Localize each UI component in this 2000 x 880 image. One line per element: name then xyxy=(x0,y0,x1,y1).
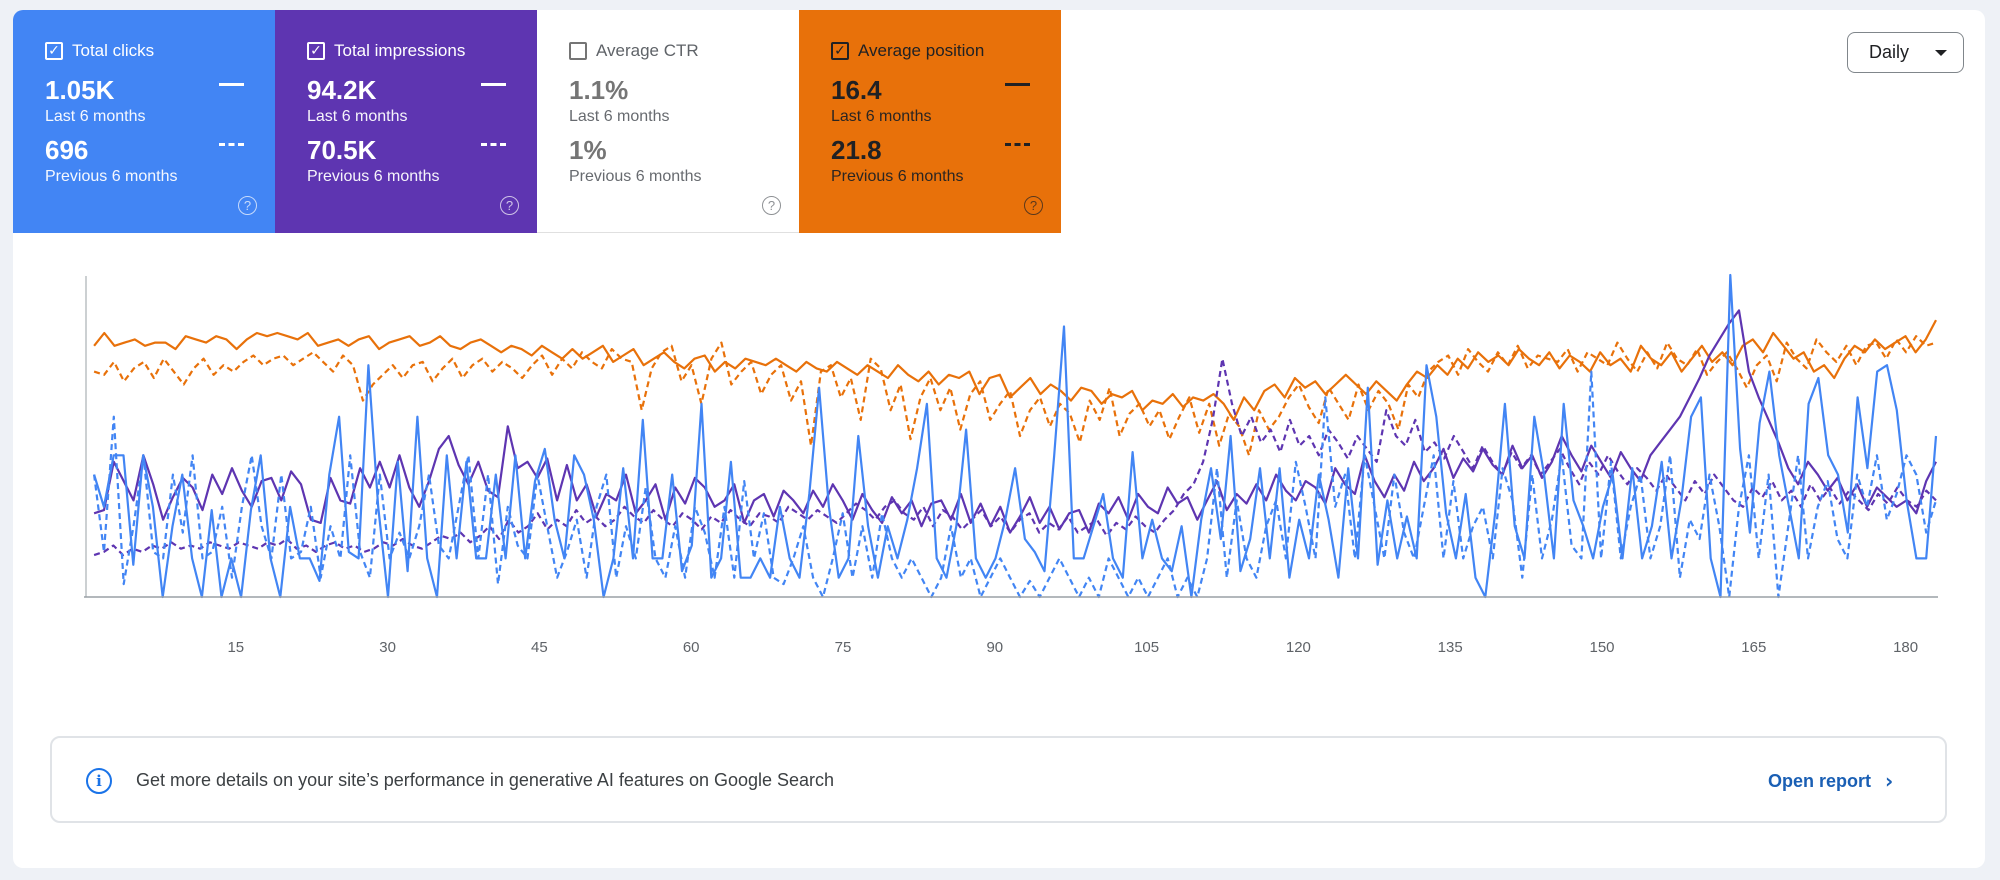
x-tick-label: 165 xyxy=(1741,639,1766,656)
dashed-line-legend-icon xyxy=(1005,143,1030,146)
metric-label: Average position xyxy=(858,41,985,60)
x-tick-label: 120 xyxy=(1286,639,1311,656)
metric-previous-label: Previous 6 months xyxy=(45,168,178,185)
chart-series-layer xyxy=(93,273,1938,599)
solid-line-legend-icon xyxy=(481,83,506,86)
chevron-right-icon: › xyxy=(1885,769,1894,793)
metric-current-label: Last 6 months xyxy=(45,108,146,125)
help-circle-icon[interactable]: ? xyxy=(238,196,257,215)
check-icon[interactable]: ✓ xyxy=(831,42,849,60)
x-tick-label: 75 xyxy=(835,639,852,656)
metric-tiles: ✓ Total clicks 1.05K Last 6 months 696 P… xyxy=(13,10,1061,233)
series-line-5 xyxy=(93,370,1938,599)
x-tick-label: 150 xyxy=(1589,639,1614,656)
metric-previous-label: Previous 6 months xyxy=(569,168,702,185)
series-line-1 xyxy=(93,335,1937,457)
metric-previous-value: 21.8 xyxy=(831,135,882,165)
checkbox-unchecked-icon[interactable] xyxy=(569,42,587,60)
check-icon[interactable]: ✓ xyxy=(307,42,325,60)
performance-chart: 15 30 45 60 75 90 105 120 135 150 165 180 xyxy=(84,273,1938,656)
metric-previous-value: 70.5K xyxy=(307,135,377,165)
x-tick-label: 105 xyxy=(1134,639,1159,656)
x-tick-label: 60 xyxy=(683,639,700,656)
x-tick-label: 45 xyxy=(531,639,548,656)
check-icon[interactable]: ✓ xyxy=(45,42,63,60)
metric-label: Average CTR xyxy=(596,41,699,60)
series-line-4 xyxy=(93,273,1938,599)
series-line-3 xyxy=(93,357,1937,557)
metric-previous-value: 696 xyxy=(45,135,89,165)
metric-average-position[interactable]: ✓ Average position 16.4 Last 6 months 21… xyxy=(799,10,1061,233)
metric-current-value: 1.1% xyxy=(569,75,629,105)
help-circle-icon[interactable]: ? xyxy=(500,196,519,215)
open-report-label: Open report xyxy=(1768,770,1872,791)
performance-card: ✓ Total clicks 1.05K Last 6 months 696 P… xyxy=(13,10,1985,868)
help-circle-icon[interactable]: ? xyxy=(762,196,781,215)
chart-axis-layer: 15 30 45 60 75 90 105 120 135 150 165 180 xyxy=(84,276,1938,656)
metric-total-impressions[interactable]: ✓ Total impressions 94.2K Last 6 months … xyxy=(275,10,537,233)
metric-label: Total clicks xyxy=(72,41,155,60)
metric-average-ctr[interactable]: Average CTR 1.1% Last 6 months 1% Previo… xyxy=(537,10,799,233)
open-report-link[interactable]: Open report › xyxy=(1768,769,1893,793)
metric-total-clicks[interactable]: ✓ Total clicks 1.05K Last 6 months 696 P… xyxy=(13,10,275,233)
metric-label: Total impressions xyxy=(334,41,466,60)
granularity-dropdown[interactable]: Daily xyxy=(1847,32,1964,73)
metric-current-value: 16.4 xyxy=(831,75,882,105)
x-tick-label: 180 xyxy=(1893,639,1918,656)
help-circle-icon[interactable]: ? xyxy=(1024,196,1043,215)
solid-line-legend-icon xyxy=(219,83,244,86)
solid-line-legend-icon xyxy=(1005,83,1030,86)
x-tick-label: 15 xyxy=(227,639,244,656)
metric-previous-label: Previous 6 months xyxy=(831,168,964,185)
metric-current-label: Last 6 months xyxy=(569,108,670,125)
metric-current-value: 94.2K xyxy=(307,75,377,105)
series-line-2 xyxy=(93,309,1937,534)
dashed-line-legend-icon xyxy=(481,143,506,146)
metric-current-label: Last 6 months xyxy=(831,108,932,125)
x-tick-label: 90 xyxy=(986,639,1003,656)
metric-previous-label: Previous 6 months xyxy=(307,168,440,185)
dashed-line-legend-icon xyxy=(219,143,244,146)
info-icon: i xyxy=(86,768,112,794)
x-tick-label: 135 xyxy=(1438,639,1463,656)
notice-text: Get more details on your site’s performa… xyxy=(136,770,835,790)
granularity-selected: Daily xyxy=(1869,42,1910,62)
series-line-0 xyxy=(93,319,1937,421)
metric-previous-value: 1% xyxy=(569,135,607,165)
metric-current-value: 1.05K xyxy=(45,75,115,105)
caret-down-icon xyxy=(1935,50,1947,56)
metric-current-label: Last 6 months xyxy=(307,108,408,125)
x-tick-label: 30 xyxy=(379,639,396,656)
ai-features-notice: i Get more details on your site’s perfor… xyxy=(50,736,1947,823)
